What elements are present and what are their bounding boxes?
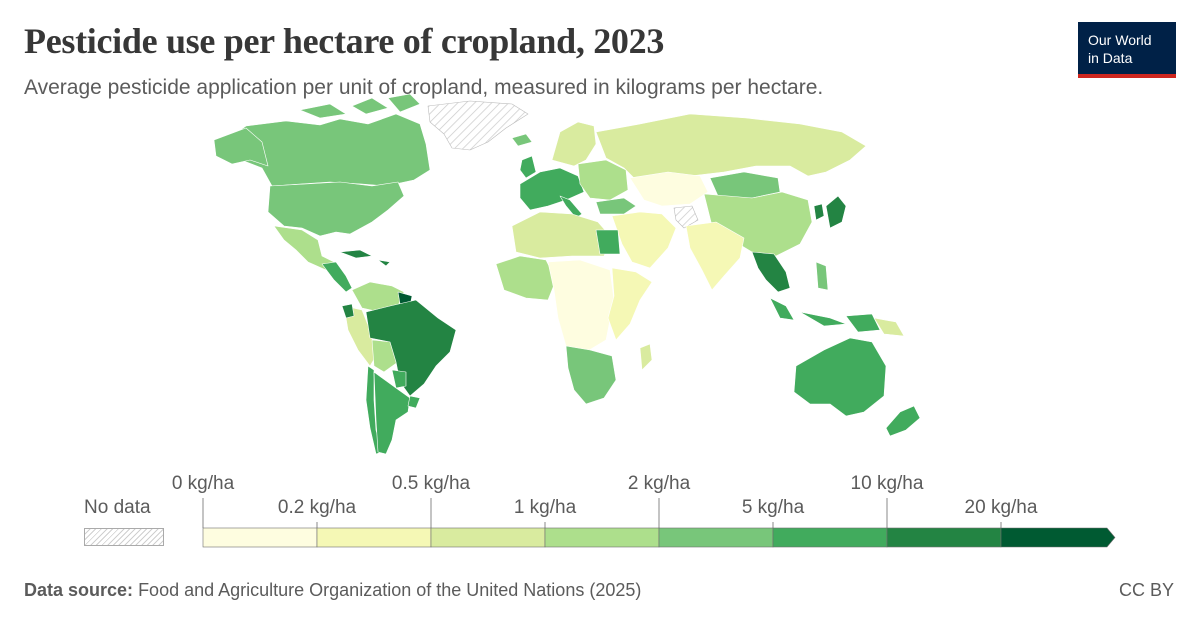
chart-subtitle: Average pesticide application per unit o… [24, 76, 824, 99]
legend-bin-5[interactable] [772, 527, 888, 548]
afghanistan-region[interactable] [673, 205, 699, 229]
legend-bin-4[interactable] [658, 527, 774, 548]
new-zealand-region[interactable] [885, 405, 921, 437]
logo-line-1: Our World [1088, 32, 1152, 48]
legend-threshold-2: 2 kg/ha [627, 473, 691, 494]
caribbean-region[interactable] [339, 249, 391, 267]
legend-bin-7[interactable] [1000, 527, 1116, 548]
legend-no-data-label: No data [84, 497, 151, 518]
egypt-region[interactable] [595, 229, 621, 255]
east-africa-region[interactable] [607, 267, 653, 341]
owid-logo[interactable]: Our World in Data [1078, 22, 1176, 78]
peru-region[interactable] [343, 305, 377, 367]
legend-bin-1[interactable] [316, 527, 432, 548]
legend-threshold-1: 1 kg/ha [513, 497, 577, 518]
ecuador-region[interactable] [341, 303, 355, 319]
southern-africa-region[interactable] [565, 345, 617, 405]
png-region[interactable] [873, 317, 905, 337]
central-asia-region[interactable] [629, 171, 709, 207]
legend-threshold-20: 20 kg/ha [964, 497, 1038, 518]
logo-line-2: in Data [1088, 50, 1133, 66]
west-africa-region[interactable] [495, 255, 557, 301]
central-america-region[interactable] [321, 261, 353, 293]
legend-threshold-0: 0 kg/ha [171, 473, 235, 494]
legend-bin-0[interactable] [202, 527, 318, 548]
chart-title: Pesticide use per hectare of cropland, 2… [24, 21, 665, 61]
uk-region[interactable] [519, 155, 537, 179]
uruguay-region[interactable] [407, 395, 421, 409]
legend-bin-6[interactable] [886, 527, 1002, 548]
central-africa-region[interactable] [547, 259, 615, 353]
paraguay-region[interactable] [391, 369, 407, 389]
indonesia-region[interactable] [769, 297, 881, 333]
australia-region[interactable] [793, 337, 887, 417]
iceland-region[interactable] [511, 133, 533, 147]
usa-region[interactable] [267, 181, 405, 237]
scandinavia-region[interactable] [551, 121, 597, 167]
eastern-europe-region[interactable] [577, 159, 629, 201]
japan-region[interactable] [825, 195, 847, 229]
data-source-label: Data source: [24, 580, 134, 600]
data-source: Data source: Food and Agriculture Organi… [24, 580, 641, 601]
data-source-text[interactable]: Food and Agriculture Organization of the… [138, 580, 642, 600]
legend-bin-2[interactable] [430, 527, 546, 548]
turkey-region[interactable] [595, 197, 637, 215]
canada-islands-region[interactable] [299, 93, 421, 119]
alaska-region[interactable] [213, 127, 269, 167]
greenland-region[interactable] [427, 100, 529, 151]
legend-threshold-10: 10 kg/ha [850, 473, 924, 494]
india-region[interactable] [685, 221, 745, 291]
western-europe-region[interactable] [519, 167, 585, 211]
license-link[interactable]: CC BY [1118, 580, 1174, 600]
madagascar-region[interactable] [639, 343, 653, 371]
legend-threshold-0-2: 0.2 kg/ha [277, 497, 357, 518]
middle-east-region[interactable] [611, 211, 677, 269]
legend-no-data-swatch [84, 528, 164, 546]
legend-threshold-5: 5 kg/ha [741, 497, 805, 518]
philippines-region[interactable] [815, 261, 829, 291]
argentina-region[interactable] [373, 371, 411, 455]
legend-bin-3[interactable] [544, 527, 660, 548]
brazil-region[interactable] [365, 299, 457, 397]
legend-threshold-0-5: 0.5 kg/ha [391, 473, 471, 494]
korea-region[interactable] [813, 203, 825, 221]
southeast-asia-region[interactable] [751, 251, 791, 293]
